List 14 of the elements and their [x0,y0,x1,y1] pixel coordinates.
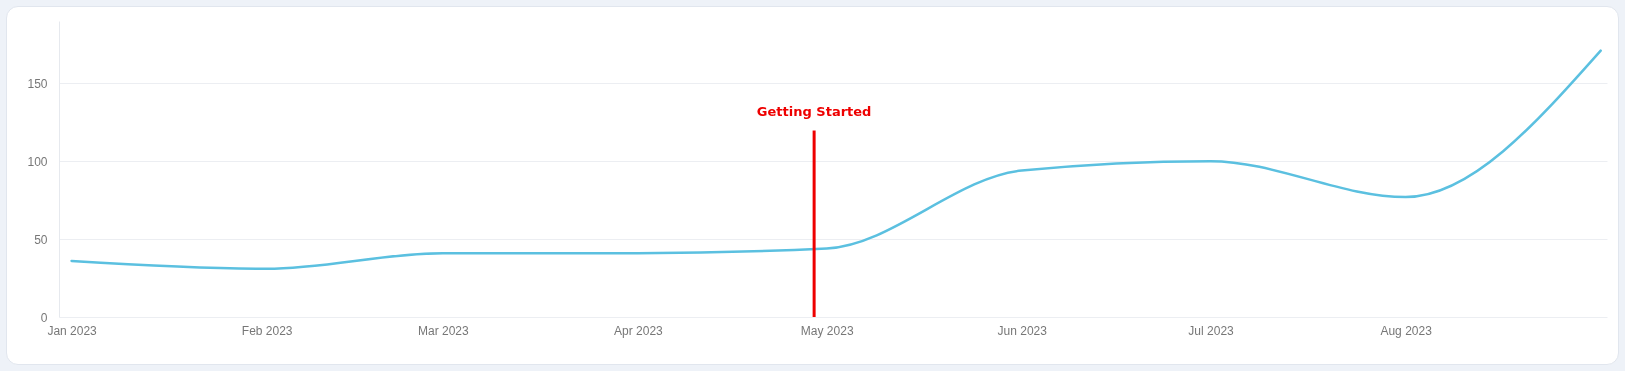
x-tick-label: Apr 2023 [614,323,664,338]
x-tick-label: Jun 2023 [997,323,1048,338]
y-tick-label: 100 [27,154,48,169]
y-tick-label: 0 [40,310,48,325]
x-tick-label: Mar 2023 [418,323,470,338]
y-tick-label: 150 [27,76,48,91]
line-series [70,49,1602,270]
ref-line-label: Getting Started [756,103,872,119]
x-tick-label: Jul 2023 [1188,323,1235,338]
x-tick-label: Feb 2023 [241,323,293,338]
y-tick-label: 50 [34,232,48,247]
x-tick-label: Aug 2023 [1380,323,1433,338]
x-tick-label: May 2023 [800,323,854,338]
x-tick-label: Jan 2023 [47,323,98,338]
